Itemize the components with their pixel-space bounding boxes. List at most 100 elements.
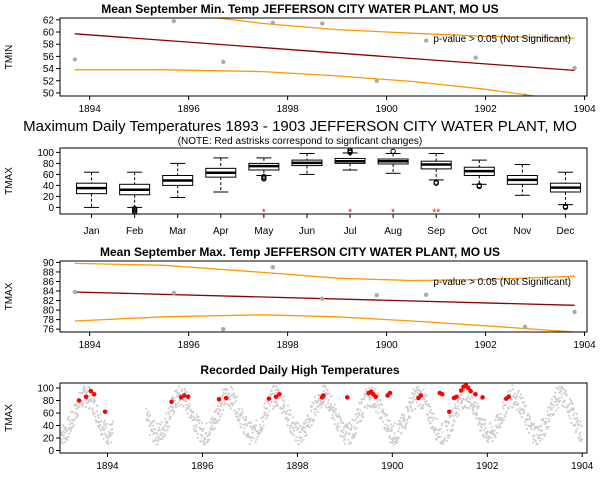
daily-point (487, 438, 490, 441)
daily-point (234, 397, 237, 399)
daily-point (68, 416, 70, 418)
plot-frame (59, 17, 588, 97)
daily-point (429, 411, 431, 413)
daily-point (434, 427, 437, 429)
daily-point (337, 416, 340, 418)
daily-point (553, 413, 555, 415)
daily-point (238, 408, 240, 411)
daily-point (569, 417, 572, 420)
daily-point (545, 417, 547, 420)
daily-point (194, 429, 197, 432)
daily-point (548, 406, 551, 408)
daily-point (291, 421, 294, 424)
daily-point (572, 424, 575, 427)
daily-point (296, 421, 299, 424)
y-tick-label: 80 (43, 159, 55, 170)
record-point (88, 388, 94, 394)
daily-point (577, 437, 580, 439)
daily-point (521, 396, 524, 399)
daily-point (579, 432, 581, 435)
daily-point (172, 398, 174, 401)
daily-point (401, 426, 404, 429)
daily-point (254, 427, 256, 430)
daily-point (526, 428, 528, 430)
daily-point (179, 399, 181, 402)
daily-point (482, 429, 485, 432)
record-point (83, 394, 89, 400)
daily-point (576, 422, 579, 425)
y-axis-label: TMAX (4, 282, 15, 310)
daily-point (501, 417, 503, 419)
daily-point (401, 413, 404, 416)
daily-point (519, 413, 522, 415)
daily-point (562, 401, 565, 403)
daily-point (380, 416, 383, 418)
daily-point (452, 423, 455, 426)
daily-point (523, 412, 526, 414)
daily-point (470, 402, 473, 405)
daily-point (157, 440, 159, 442)
daily-point (76, 415, 78, 418)
daily-point (259, 429, 261, 431)
daily-point (420, 390, 422, 392)
daily-point (513, 395, 516, 398)
daily-point (555, 400, 558, 403)
daily-point (338, 412, 340, 415)
daily-point (460, 401, 463, 404)
y-tick-label: 58 (43, 40, 55, 51)
daily-point (290, 424, 293, 427)
daily-point (373, 403, 376, 406)
box-outlier (476, 182, 482, 189)
daily-point (386, 414, 388, 417)
daily-point (202, 443, 205, 446)
data-point (270, 20, 275, 26)
daily-point (171, 409, 174, 412)
daily-point (565, 390, 567, 392)
daily-point (354, 419, 356, 422)
daily-point (484, 436, 486, 438)
daily-point (422, 388, 425, 391)
daily-point (542, 417, 544, 420)
daily-point (390, 426, 393, 429)
daily-point (238, 417, 241, 420)
daily-point (194, 430, 197, 433)
daily-point (155, 437, 158, 439)
daily-point (545, 421, 548, 423)
daily-point (164, 423, 167, 426)
daily-point (445, 425, 448, 428)
daily-point (368, 387, 371, 389)
daily-point (338, 415, 341, 417)
record-point (91, 391, 97, 397)
daily-point (558, 385, 561, 388)
daily-point (441, 431, 444, 434)
daily-point (86, 398, 88, 400)
daily-point (93, 401, 96, 404)
daily-point (188, 403, 191, 405)
daily-point (297, 427, 300, 429)
daily-point (188, 405, 191, 408)
daily-point (264, 418, 267, 420)
daily-point (212, 427, 215, 430)
daily-point (74, 408, 77, 410)
x-tick-label: 1896 (191, 461, 214, 472)
daily-point (432, 425, 435, 428)
daily-point (411, 392, 413, 394)
daily-point (62, 434, 65, 437)
daily-point (512, 388, 514, 391)
daily-point (227, 392, 230, 395)
daily-point (255, 419, 258, 422)
daily-point (198, 427, 201, 429)
daily-point (260, 430, 262, 433)
daily-point (174, 405, 177, 408)
daily-point (458, 394, 461, 397)
daily-point (424, 393, 427, 396)
daily-point (66, 436, 68, 439)
daily-point (547, 426, 550, 428)
daily-point (502, 398, 505, 401)
daily-point (271, 392, 274, 395)
daily-point (453, 419, 455, 422)
daily-point (218, 419, 221, 421)
daily-point (351, 418, 354, 421)
daily-point (453, 402, 456, 405)
daily-point (430, 409, 433, 411)
